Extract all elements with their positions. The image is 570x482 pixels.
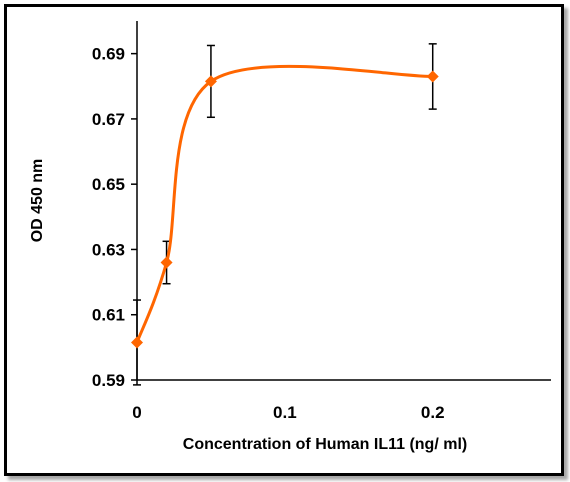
data-point xyxy=(204,75,217,88)
tick-labels: 0.59 0.61 0.63 0.65 0.67 0.69 0 0.1 0.2 xyxy=(92,45,445,422)
data-points xyxy=(131,70,439,349)
y-axis-title: OD 450 nm xyxy=(29,159,46,243)
x-tick-label: 0.2 xyxy=(421,403,445,422)
x-tick-label: 0 xyxy=(132,403,141,422)
y-tick-label: 0.65 xyxy=(92,175,125,194)
chart-axes xyxy=(131,21,551,381)
series-line xyxy=(135,64,433,343)
x-tick-label: 0.1 xyxy=(273,403,297,422)
error-bars xyxy=(133,43,437,386)
series-lines xyxy=(135,64,433,343)
data-point xyxy=(160,256,173,269)
x-axis-title: Concentration of Human IL11 (ng/ ml) xyxy=(183,436,467,453)
y-tick-label: 0.59 xyxy=(92,371,125,390)
y-tick-label: 0.61 xyxy=(92,306,125,325)
y-tick-label: 0.69 xyxy=(92,45,125,64)
data-point xyxy=(426,70,439,83)
chart-frame xyxy=(4,4,564,476)
data-point xyxy=(131,336,143,349)
y-tick-label: 0.63 xyxy=(92,240,125,259)
y-tick-label: 0.67 xyxy=(92,110,125,129)
